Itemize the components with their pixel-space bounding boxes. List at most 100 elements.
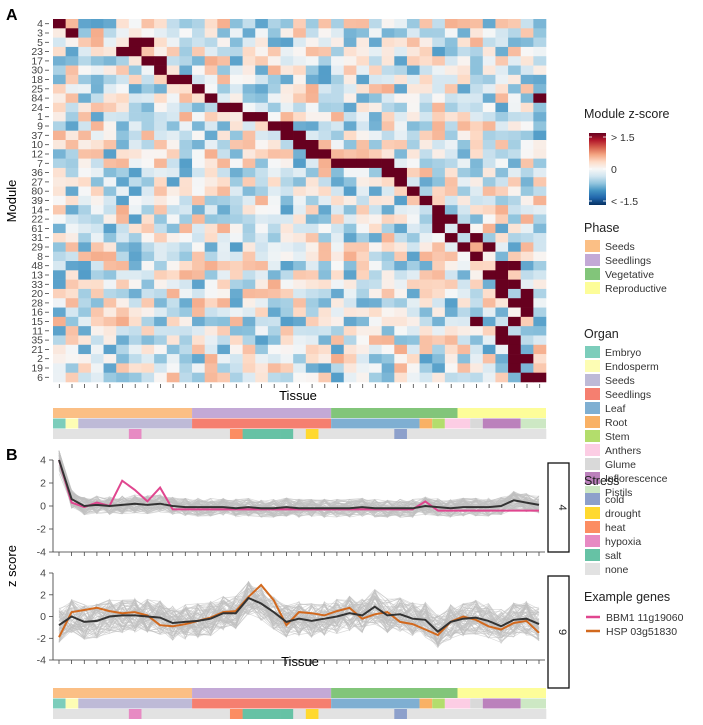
heatmap-cell bbox=[78, 289, 91, 299]
heatmap-cell bbox=[495, 252, 508, 262]
heatmap-cell bbox=[104, 177, 117, 187]
heatmap-cell bbox=[268, 354, 281, 364]
heatmap-cell bbox=[483, 373, 496, 383]
organ-segment bbox=[53, 699, 66, 709]
organ-segment bbox=[331, 419, 419, 429]
heatmap-cell bbox=[192, 289, 205, 299]
heatmap-cell bbox=[331, 224, 344, 234]
heatmap-cell bbox=[154, 103, 167, 113]
heatmap-cell bbox=[78, 308, 91, 318]
heatmap-cell bbox=[420, 103, 433, 113]
heatmap-cell bbox=[129, 298, 142, 308]
heatmap-cell bbox=[470, 242, 483, 252]
heatmap-cell bbox=[167, 373, 180, 383]
heatmap-cell bbox=[394, 131, 407, 141]
stress-segment bbox=[533, 429, 546, 439]
heatmap-cell bbox=[495, 326, 508, 336]
heatmap-cell bbox=[318, 19, 331, 29]
heatmap-cell bbox=[394, 289, 407, 299]
heatmap-cell bbox=[91, 93, 104, 103]
heatmap-cell bbox=[129, 317, 142, 327]
heatmap-cell bbox=[116, 308, 129, 318]
heatmap-cell bbox=[104, 28, 117, 38]
heatmap-cell bbox=[167, 345, 180, 355]
heatmap-cell bbox=[217, 187, 230, 197]
heatmap-cell bbox=[243, 270, 256, 280]
heatmap-cell bbox=[281, 233, 294, 243]
heatmap-cell bbox=[217, 252, 230, 262]
heatmap-cell bbox=[445, 103, 458, 113]
heatmap-cell bbox=[382, 308, 395, 318]
phase-segment bbox=[192, 408, 331, 418]
heatmap-cell bbox=[432, 280, 445, 290]
heatmap-cell bbox=[394, 326, 407, 336]
heatmap-cell bbox=[344, 84, 357, 94]
heatmap-cell bbox=[458, 252, 471, 262]
heatmap-cell bbox=[217, 159, 230, 169]
heatmap-cell bbox=[470, 289, 483, 299]
heatmap-cell bbox=[318, 308, 331, 318]
heatmap-cell bbox=[78, 38, 91, 48]
heatmap-cell bbox=[217, 84, 230, 94]
heatmap-cell bbox=[255, 363, 268, 373]
heatmap-cell bbox=[255, 261, 268, 271]
stress-segment bbox=[141, 429, 154, 439]
heatmap-cell bbox=[255, 140, 268, 150]
heatmap-cell bbox=[382, 159, 395, 169]
heatmap-cell bbox=[356, 280, 369, 290]
stress-legend-label: none bbox=[605, 564, 629, 576]
heatmap-cell bbox=[369, 224, 382, 234]
organ-segment bbox=[53, 419, 66, 429]
heatmap-cell bbox=[116, 363, 129, 373]
heatmap-cell bbox=[495, 270, 508, 280]
heatmap-cell bbox=[407, 242, 420, 252]
heatmap-cell bbox=[91, 317, 104, 327]
phase-legend-label: Seedlings bbox=[605, 255, 651, 267]
heatmap-cell bbox=[344, 93, 357, 103]
heatmap-cell bbox=[369, 280, 382, 290]
heatmap-cell bbox=[91, 121, 104, 131]
heatmap-cell bbox=[394, 317, 407, 327]
panel-label-b: B bbox=[6, 447, 18, 464]
heatmap-cell bbox=[104, 103, 117, 113]
heatmap-cell bbox=[369, 298, 382, 308]
heatmap-cell bbox=[91, 47, 104, 57]
heatmap-cell bbox=[179, 373, 192, 383]
organ-segment bbox=[445, 699, 470, 709]
heatmap-cell bbox=[268, 280, 281, 290]
heatmap-cell bbox=[369, 103, 382, 113]
heatmap-cell bbox=[78, 112, 91, 122]
heatmap-cell bbox=[255, 187, 268, 197]
heatmap-cell bbox=[255, 121, 268, 131]
heatmap-cell bbox=[407, 84, 420, 94]
heatmap-cell bbox=[104, 280, 117, 290]
heatmap-cell bbox=[217, 205, 230, 215]
phase-segment bbox=[331, 408, 457, 418]
heatmap-cell bbox=[382, 373, 395, 383]
heatmap-cell bbox=[91, 205, 104, 215]
heatmap-cell bbox=[407, 149, 420, 159]
heatmap-cell bbox=[318, 84, 331, 94]
organ-segment bbox=[66, 419, 79, 429]
heatmap-cell bbox=[116, 121, 129, 131]
heatmap-cell bbox=[318, 56, 331, 66]
heatmap-cell bbox=[154, 345, 167, 355]
heatmap-cell bbox=[369, 159, 382, 169]
heatmap-cell bbox=[281, 38, 294, 48]
heatmap-cell bbox=[356, 252, 369, 262]
heatmap-cell bbox=[356, 335, 369, 345]
heatmap-cell bbox=[78, 280, 91, 290]
heatmap-cell bbox=[407, 373, 420, 383]
heatmap-cell bbox=[445, 335, 458, 345]
heatmap-cell bbox=[78, 66, 91, 76]
heatmap-cell bbox=[141, 84, 154, 94]
heatmap-cell bbox=[78, 233, 91, 243]
heatmap-cell bbox=[129, 242, 142, 252]
organ-legend-swatch bbox=[585, 444, 600, 456]
heatmap-cell bbox=[255, 38, 268, 48]
heatmap-cell bbox=[318, 121, 331, 131]
heatmap-cell bbox=[66, 335, 79, 345]
heatmap-cell bbox=[255, 149, 268, 159]
heatmap-cell bbox=[432, 317, 445, 327]
heatmap-cell bbox=[331, 252, 344, 262]
